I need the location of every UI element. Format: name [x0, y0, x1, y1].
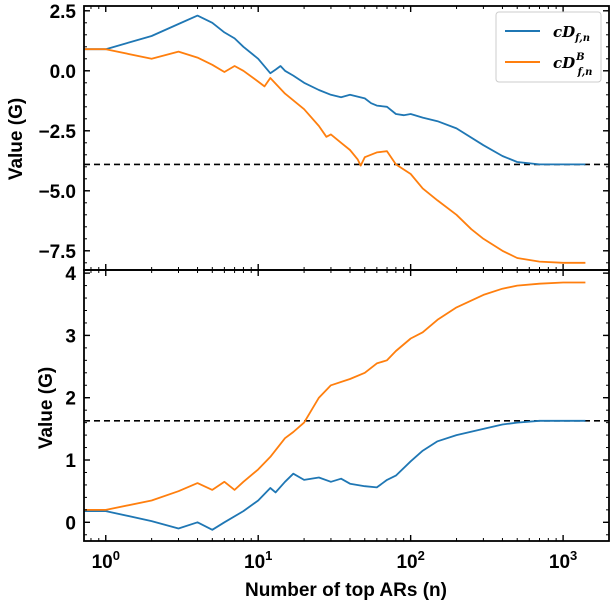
- bottom-y-axis-label: Value (G): [36, 367, 57, 449]
- y-tick-label: 2: [65, 389, 76, 410]
- legend-label-cDB-sup: B: [575, 52, 584, 63]
- series-line-cDB: [84, 281, 586, 511]
- legend-box: [495, 11, 602, 83]
- y-tick-label: −5.0: [38, 182, 76, 203]
- y-tick-label: 1: [65, 451, 76, 472]
- y-tick-label: 0: [65, 513, 76, 534]
- y-tick-label: 0.0: [50, 62, 76, 83]
- legend-label-cDB-base: cD: [553, 54, 575, 72]
- legend-label-cD-base: cD: [553, 23, 575, 41]
- legend: cDf,n cDB f,n: [495, 11, 602, 83]
- series-line-cDB: [84, 48, 586, 264]
- y-tick-label: −2.5: [38, 122, 76, 143]
- y-tick-label: 4: [65, 264, 76, 285]
- x-tick-label: 100: [92, 548, 120, 573]
- y-tick-label: 3: [65, 326, 76, 347]
- series-line-cD: [84, 14, 586, 166]
- series-line-cD: [84, 419, 586, 531]
- legend-label-cD: cDf,n: [553, 23, 590, 44]
- legend-label-cDB: cDB f,n: [553, 52, 592, 78]
- legend-label-cDB-sub: f,n: [577, 67, 593, 78]
- x-tick-label: 101: [244, 548, 272, 573]
- x-tick-label: 102: [396, 548, 424, 573]
- axes-frame: [83, 269, 610, 542]
- y-tick-label: 2.5: [50, 2, 77, 23]
- x-axis-label: Number of top ARs (n): [245, 580, 447, 601]
- y-tick-label: −7.5: [38, 242, 76, 263]
- top-y-axis-label: Value (G): [6, 98, 27, 180]
- bottom-panel: 0 1 2 3 4 100 101 102 103: [65, 264, 610, 573]
- legend-label-cD-sub: f,n: [574, 33, 590, 44]
- x-tick-label: 103: [549, 548, 577, 573]
- top-panel: 2.5 0.0 −2.5 −5.0 −7.5: [38, 2, 610, 271]
